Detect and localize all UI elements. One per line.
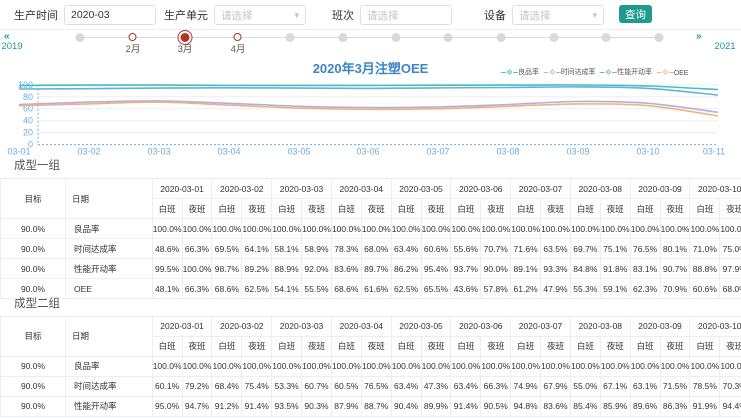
svg-text:03-03: 03-03 (147, 147, 170, 157)
svg-text:03-10: 03-10 (636, 147, 659, 157)
svg-text:03-11: 03-11 (703, 147, 725, 157)
svg-text:03-06: 03-06 (356, 147, 379, 157)
svg-text:40: 40 (23, 116, 33, 126)
svg-text:03-04: 03-04 (217, 147, 240, 157)
svg-text:03-08: 03-08 (496, 147, 519, 157)
svg-text:20: 20 (23, 128, 33, 138)
svg-text:03-05: 03-05 (287, 147, 310, 157)
svg-text:80: 80 (23, 92, 33, 102)
svg-text:03-07: 03-07 (426, 147, 449, 157)
svg-text:03-02: 03-02 (77, 147, 100, 157)
svg-text:03-09: 03-09 (566, 147, 589, 157)
svg-text:03-01: 03-01 (7, 147, 30, 157)
